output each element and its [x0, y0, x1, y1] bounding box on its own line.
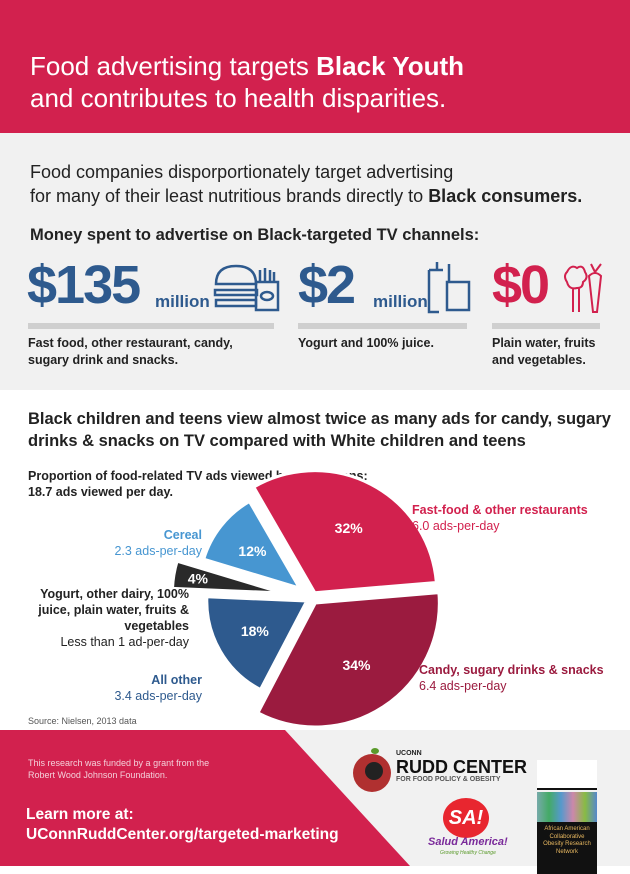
unit-million: million [373, 292, 428, 311]
aacorn-line: African American [544, 826, 590, 832]
source-note: Source: Nielsen, 2013 data [28, 716, 137, 726]
rudd-apple-logo [353, 748, 393, 793]
pie-slice-cereal [201, 499, 303, 591]
pie-label-yogurt-dairy: 4% [188, 571, 209, 587]
caption-line: Plain water, fruits [492, 336, 596, 350]
vegetables-icon [564, 263, 603, 313]
caption: Plain water, fruits and vegetables. [492, 335, 596, 369]
amount-135: $135 [27, 255, 141, 315]
legend-name: juice, plain water, fruits & [38, 603, 189, 617]
legend-detail: Less than 1 ad-per-day [60, 635, 189, 649]
heading-line: Black children and teens view almost twi… [28, 410, 611, 428]
aacorn-box: African American Collaborative Obesity Res… [537, 792, 597, 874]
aacorn-letters [537, 760, 597, 790]
title-text: Food advertising targets [30, 51, 317, 81]
aacorn-line: Network [555, 848, 578, 855]
legend-detail: 3.4 ads-per-day [114, 689, 202, 703]
divider-bar [28, 323, 274, 329]
pie-label-fast-food: 32% [335, 520, 364, 536]
legend-name: All other [151, 673, 202, 687]
intro-line2: for many of their least nutritious brand… [30, 186, 429, 206]
intro-line1: Food companies disporportionately target… [30, 162, 454, 182]
legend-name: Cereal [163, 528, 202, 542]
caption-line: Fast food, other restaurant, candy, [28, 336, 233, 350]
page-title: Food advertising targets Black Youth and… [30, 50, 464, 114]
caption-line: Yogurt and 100% juice. [298, 336, 434, 350]
footer-red-shape [0, 730, 410, 866]
burger-fries-icon [213, 264, 280, 312]
aacorn-line: Obesity Research [543, 841, 591, 847]
legend-detail: 6.0 ads-per-day [412, 519, 500, 533]
rudd-uconn: UCONN [396, 750, 422, 757]
pie-slice-fast-food [251, 469, 438, 595]
drink-cups-icon [427, 262, 471, 314]
funding-line: This research was funded by a grant from… [28, 758, 210, 768]
legend-name: vegetables [124, 619, 189, 633]
heading-line: drinks & snacks on TV compared with Whit… [28, 432, 526, 450]
header-banner: Food advertising targets Black Youth and… [0, 0, 630, 133]
spend-heading: Money spent to advertise on Black-target… [30, 226, 480, 244]
intro-bold: Black consumers. [428, 186, 583, 206]
legend-all-other: All other 3.4 ads-per-day [114, 672, 202, 704]
chart-subtitle: 18.7 ads viewed per day. [28, 485, 173, 499]
legend-candy: Candy, sugary drinks & snacks 6.4 ads-per… [419, 662, 604, 694]
spending-section [0, 133, 630, 390]
learn-more: Learn more at: UConnRuddCenter.org/target… [26, 805, 339, 845]
divider-bar [298, 323, 467, 329]
rudd-sub: FOR FOOD POLICY & OBESITY [396, 776, 501, 783]
caption-line: and vegetables. [492, 353, 586, 367]
caption-line: sugary drink and snacks. [28, 353, 179, 367]
legend-fast-food: Fast-food & other restaurants 6.0 ads-per… [412, 502, 588, 534]
title-bold: Black Youth [316, 51, 465, 81]
caption: Yogurt and 100% juice. [298, 335, 434, 352]
learn-more-label: Learn more at: [26, 806, 134, 823]
legend-name: Yogurt, other dairy, 100% [40, 587, 189, 601]
divider-bar [492, 323, 600, 329]
funding-line: Robert Wood Johnson Foundation. [28, 770, 168, 780]
pie-label-candy: 34% [342, 657, 371, 673]
funding-note: This research was funded by a grant from… [28, 757, 209, 781]
caption: Fast food, other restaurant, candy, sugar… [28, 335, 233, 369]
unit-million: million [155, 292, 210, 311]
legend-cereal: Cereal 2.3 ads-per-day [114, 527, 202, 559]
legend-detail: 2.3 ads-per-day [114, 544, 202, 558]
aacorn-line: Collaborative [549, 833, 585, 840]
legend-name: Candy, sugary drinks & snacks [419, 663, 604, 677]
pie-slice-yogurt-dairy [170, 559, 283, 595]
salud-america-logo: SA! [443, 798, 489, 838]
title-line2: and contributes to health disparities. [30, 83, 447, 113]
legend-name: Fast-food & other restaurants [412, 503, 588, 517]
pie-slice-all-other [205, 595, 310, 692]
amount-0: $0 [492, 255, 550, 315]
learn-more-link[interactable]: UConnRuddCenter.org/targeted-marketing [26, 826, 339, 843]
legend-detail: 6.4 ads-per-day [419, 679, 507, 693]
aacorn-logo: African American Collaborative Obesity Res… [537, 760, 598, 874]
pie-chart: 32% 34% 18% 4% 12% [170, 469, 441, 729]
pie-label-all-other: 18% [241, 623, 270, 639]
amount-2: $2 [298, 255, 356, 315]
legend-yogurt: Yogurt, other dairy, 100% juice, plain wa… [38, 586, 189, 650]
salud-america-name: Salud America! [428, 836, 508, 848]
section-heading: Black children and teens view almost twi… [28, 408, 611, 452]
salud-america-tagline: Growing Healthy Change [440, 850, 496, 856]
intro-text: Food companies disporportionately target… [30, 160, 582, 208]
footer: This research was funded by a grant from… [0, 730, 630, 874]
pie-label-cereal: 12% [238, 543, 267, 559]
rudd-name: RUDD CENTER [396, 757, 528, 777]
pie-slice-candy [255, 591, 441, 729]
